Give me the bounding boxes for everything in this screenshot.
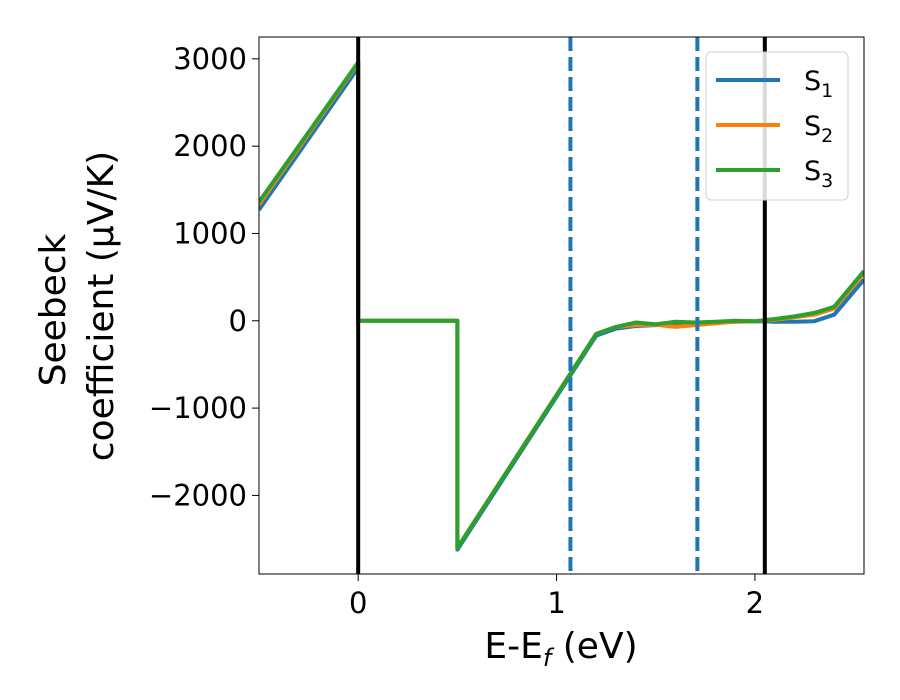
x-axis-ticks: 0 1 2: [349, 574, 764, 620]
x-axis-label: E-Ef (eV): [484, 626, 637, 672]
legend-label-subscript: 1: [821, 80, 833, 102]
series-line-s3: [259, 60, 864, 550]
y-tick-label: 1000: [173, 216, 247, 250]
legend-label-base: S: [804, 111, 821, 142]
legend-label-subscript: 2: [821, 125, 833, 147]
y-axis-label-line2: coefficient (μV/K): [81, 151, 122, 461]
y-axis-label: Seebeck coefficient (μV/K): [33, 151, 122, 461]
y-tick-label: −1000: [149, 391, 247, 425]
legend-label-base: S: [804, 156, 821, 187]
legend-label-base: S: [804, 66, 821, 97]
x-tick-label: 0: [349, 586, 367, 620]
y-axis-ticks: −2000 −1000 0 1000 2000 3000: [149, 42, 259, 512]
legend-label-subscript: 3: [821, 170, 833, 192]
legend-label-s3: S3: [804, 156, 833, 192]
y-tick-label: 0: [229, 304, 247, 338]
x-axis-label-unit: (eV): [551, 626, 637, 667]
y-tick-label: −2000: [149, 478, 247, 512]
y-tick-label: 2000: [173, 129, 247, 163]
y-axis-label-line1: Seebeck: [33, 233, 74, 386]
x-tick-label: 2: [746, 586, 764, 620]
x-tick-label: 1: [547, 586, 565, 620]
legend-label-s1: S1: [804, 66, 833, 102]
legend-label-s2: S2: [804, 111, 833, 147]
x-axis-label-base: E-E: [484, 626, 542, 667]
y-tick-label: 3000: [173, 42, 247, 76]
plot-frame: [258, 36, 865, 575]
